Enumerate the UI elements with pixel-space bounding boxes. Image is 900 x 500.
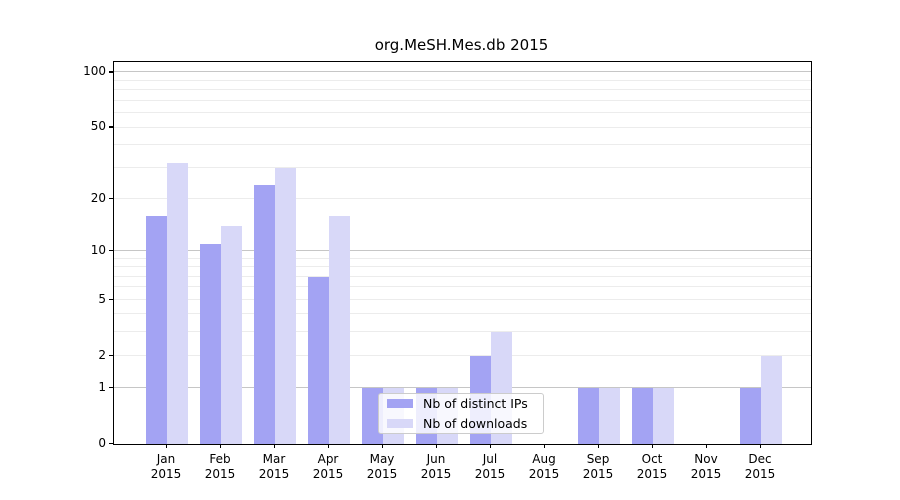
x-tick-label: Jun 2015: [420, 452, 452, 481]
x-tick-mark: [490, 444, 492, 448]
gridline-minor: [114, 144, 811, 146]
bar-distinct-ips: [362, 388, 383, 444]
bar-distinct-ips: [740, 388, 761, 444]
bar-distinct-ips: [254, 184, 275, 444]
x-tick-label: Jan 2015: [150, 452, 182, 481]
y-tick-mark: [109, 298, 113, 300]
bar-distinct-ips: [200, 244, 221, 444]
x-tick-mark: [544, 444, 546, 448]
gridline-minor: [114, 354, 811, 356]
gridline-minor: [114, 89, 811, 91]
x-tick-label: May 2015: [366, 452, 398, 481]
bar-downloads: [167, 162, 188, 444]
bar-distinct-ips: [146, 215, 167, 444]
y-tick-mark: [109, 443, 113, 445]
y-tick-label: 1: [98, 380, 106, 395]
y-tick-mark: [109, 71, 113, 73]
y-tick-label: 0: [98, 436, 106, 450]
bar-downloads: [329, 215, 350, 444]
y-tick-mark: [109, 126, 113, 128]
bar-distinct-ips: [308, 276, 329, 444]
gridline-minor: [114, 275, 811, 277]
plot-area: Nb of distinct IPs Nb of downloads: [113, 61, 812, 445]
y-tick-label: 5: [98, 291, 106, 306]
y-tick-mark: [109, 387, 113, 389]
gridline-minor: [114, 166, 811, 168]
gridline-minor: [114, 266, 811, 268]
chart-title: org.MeSH.Mes.db 2015: [374, 36, 549, 54]
gridline-minor: [114, 99, 811, 101]
y-tick-label: 2: [98, 347, 106, 362]
x-tick-label: Nov 2015: [690, 452, 722, 481]
gridline-minor: [114, 298, 811, 300]
gridline-minor: [114, 257, 811, 259]
x-tick-mark: [436, 444, 438, 448]
x-tick-mark: [598, 444, 600, 448]
bar-downloads: [653, 388, 674, 444]
gridline-minor: [114, 112, 811, 114]
legend-item-downloads: Nb of downloads: [387, 416, 535, 432]
x-tick-mark: [652, 444, 654, 448]
y-tick-mark: [109, 354, 113, 356]
legend-swatch-downloads: [387, 418, 413, 428]
x-tick-mark: [274, 444, 276, 448]
y-tick-mark: [109, 249, 113, 252]
x-tick-mark: [220, 444, 222, 448]
bar-distinct-ips: [578, 388, 599, 444]
x-tick-mark: [166, 444, 168, 448]
gridline-minor: [114, 197, 811, 199]
x-tick-mark: [706, 444, 708, 448]
legend-swatch-distinct-ips: [387, 399, 413, 409]
y-tick-label: 100: [83, 64, 106, 79]
gridline-minor: [114, 331, 811, 333]
gridline-minor: [114, 79, 811, 81]
y-tick-label: 10: [90, 242, 106, 257]
x-tick-label: Sep 2015: [582, 452, 614, 481]
legend-item-distinct-ips: Nb of distinct IPs: [387, 396, 535, 412]
gridline-major: [114, 71, 811, 73]
x-tick-label: Dec 2015: [744, 452, 776, 481]
x-tick-label: Aug 2015: [528, 452, 560, 481]
y-tick-label: 20: [90, 190, 106, 205]
bar-downloads: [761, 355, 782, 444]
bar-downloads: [221, 226, 242, 444]
y-tick-label: 50: [90, 119, 106, 134]
x-tick-mark: [382, 444, 384, 448]
gridline-major: [114, 249, 811, 251]
gridline-minor: [114, 286, 811, 288]
x-tick-label: Feb 2015: [204, 452, 236, 481]
x-tick-label: Mar 2015: [258, 452, 290, 481]
bar-downloads: [599, 388, 620, 444]
gridline-major: [114, 387, 811, 389]
legend-label: Nb of distinct IPs: [423, 396, 528, 412]
x-tick-label: Apr 2015: [312, 452, 344, 481]
x-tick-mark: [760, 444, 762, 448]
x-tick-mark: [328, 444, 330, 448]
gridline-minor: [114, 313, 811, 315]
legend: Nb of distinct IPs Nb of downloads: [378, 393, 544, 434]
bar-distinct-ips: [632, 388, 653, 444]
legend-label: Nb of downloads: [423, 415, 528, 431]
gridline-minor: [114, 126, 811, 128]
x-tick-label: Oct 2015: [636, 452, 668, 481]
x-tick-label: Jul 2015: [474, 452, 506, 481]
bar-downloads: [275, 167, 296, 444]
y-tick-mark: [109, 197, 113, 200]
